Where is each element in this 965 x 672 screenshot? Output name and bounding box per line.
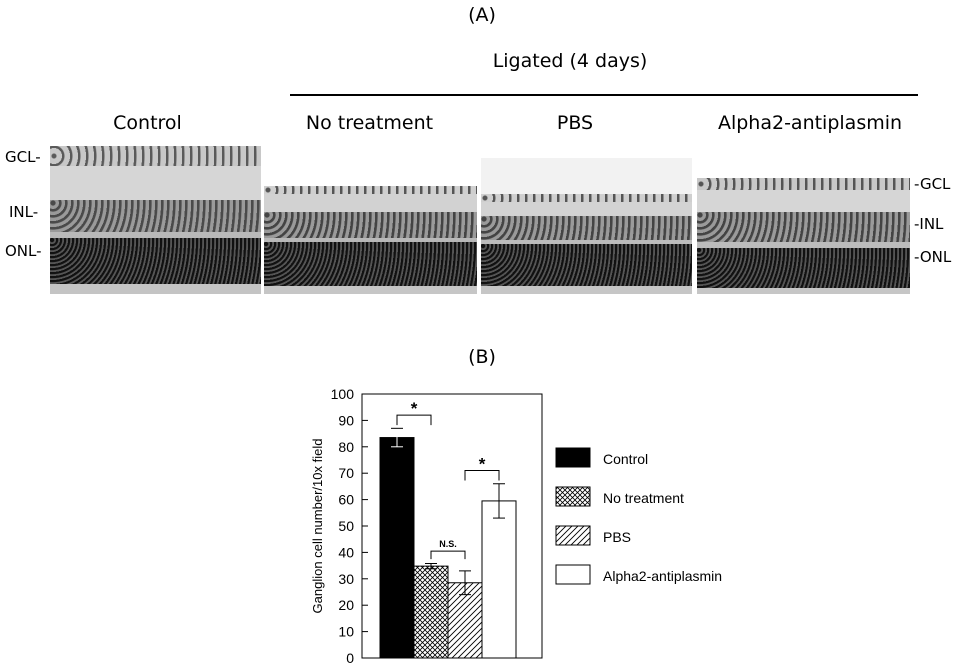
- significance-label: N.S.: [439, 539, 457, 549]
- y-tick-label: 70: [338, 465, 354, 481]
- bar-control: [379, 437, 415, 659]
- legend-label: Alpha2-antiplasmin: [603, 568, 722, 584]
- bar-alpha2-antiplasmin: [481, 500, 517, 659]
- y-tick-label: 40: [338, 544, 354, 560]
- y-tick-label: 60: [338, 492, 354, 508]
- layer-label-inl-right: -INL: [914, 215, 944, 233]
- bar-pbs: [447, 582, 483, 659]
- significance-label: *: [479, 455, 486, 474]
- column-title-pbs: PBS: [556, 112, 594, 134]
- bar-chart: 0 10 20 30 40 50 60 70 80 90 100 Ganglion cell num…: [310, 386, 722, 666]
- micrograph-alpha2-antiplasmin: [697, 178, 910, 294]
- y-tick-label: 0: [346, 650, 354, 666]
- y-tick-label: 100: [331, 386, 355, 402]
- y-tick-label: 20: [338, 597, 354, 613]
- y-tick-label: 80: [338, 439, 354, 455]
- panel-a-label: (A): [468, 4, 496, 26]
- legend-label: No treatment: [603, 490, 684, 506]
- layer-label-gcl-left: GCL-: [5, 148, 41, 166]
- legend-label: Control: [603, 451, 648, 467]
- significance-bracket: [430, 550, 466, 560]
- ligated-group-title: Ligated (4 days): [492, 50, 648, 72]
- micrograph-no-treatment: [264, 146, 477, 294]
- layer-label-onl-left: ONL-: [5, 242, 42, 260]
- significance-bracket: [396, 414, 432, 426]
- panel-b-label: (B): [468, 346, 496, 368]
- layer-label-inl-left: INL-: [9, 203, 39, 221]
- significance-label: *: [411, 399, 418, 418]
- legend-label: PBS: [603, 529, 631, 545]
- significance-bracket: [464, 470, 500, 481]
- legend-swatch: [555, 486, 591, 507]
- legend-swatch: [555, 564, 591, 585]
- micrograph-pbs: [481, 158, 692, 294]
- legend-swatch: [555, 447, 591, 468]
- bar-no-treatment: [413, 565, 449, 659]
- y-tick-label: 30: [338, 571, 354, 587]
- ligated-group-rule: [290, 94, 918, 96]
- layer-label-onl-right: -ONL: [914, 248, 952, 266]
- y-tick-label: 50: [338, 518, 354, 534]
- micrograph-control: [50, 146, 261, 294]
- layer-label-gcl-right: -GCL: [914, 175, 951, 193]
- legend-swatch: [555, 525, 591, 546]
- y-tick-label: 10: [338, 624, 354, 640]
- y-tick-label: 90: [338, 412, 354, 428]
- column-title-no-treatment: No treatment: [305, 112, 434, 134]
- column-title-control: Control: [113, 112, 182, 134]
- y-axis-label: Ganglion cell number/10x field: [310, 439, 325, 614]
- column-title-alpha2-antiplasmin: Alpha2-antiplasmin: [717, 112, 903, 134]
